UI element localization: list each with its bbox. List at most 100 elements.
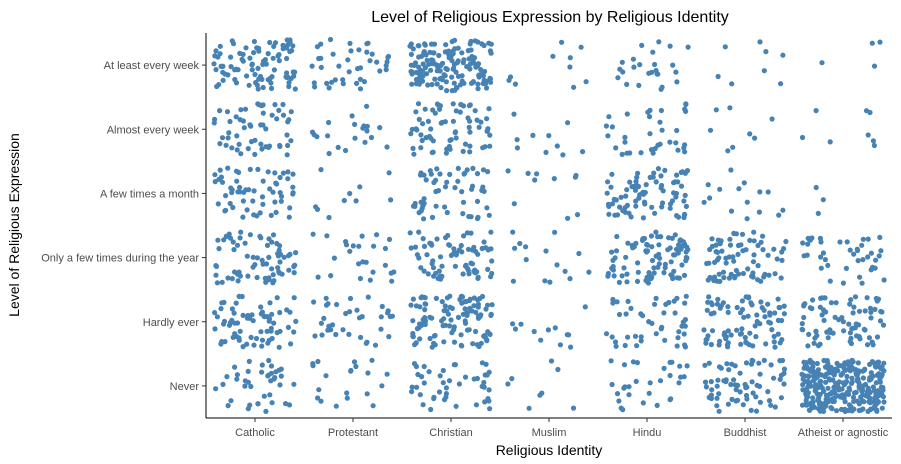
data-point	[449, 330, 455, 336]
data-point	[673, 194, 679, 200]
data-point	[284, 132, 290, 138]
data-point	[613, 197, 619, 203]
data-point	[409, 126, 415, 132]
data-point	[622, 134, 628, 140]
data-point	[633, 203, 639, 209]
data-point	[854, 398, 860, 404]
data-point	[473, 328, 479, 335]
data-point	[455, 314, 462, 320]
data-point	[708, 392, 715, 398]
data-point	[271, 43, 277, 50]
data-point	[827, 367, 833, 373]
data-point	[509, 321, 516, 327]
data-point	[750, 259, 757, 265]
data-point	[424, 57, 430, 64]
data-point	[632, 187, 639, 193]
data-point	[680, 243, 686, 249]
data-point	[620, 208, 626, 214]
data-point	[371, 243, 377, 249]
data-point	[437, 68, 443, 74]
data-point	[580, 149, 586, 155]
data-points	[211, 36, 887, 414]
data-point	[486, 106, 492, 112]
data-point	[315, 274, 321, 280]
data-point	[359, 233, 365, 239]
data-point	[636, 82, 642, 88]
data-point	[369, 357, 375, 363]
data-point	[750, 274, 756, 280]
data-point	[850, 394, 857, 400]
data-point	[750, 358, 756, 364]
data-point	[269, 400, 275, 406]
data-point	[267, 39, 273, 46]
data-point	[839, 386, 845, 392]
data-point	[738, 242, 744, 248]
data-point	[547, 279, 553, 285]
data-point	[438, 75, 444, 81]
data-point	[840, 380, 846, 386]
data-point	[677, 363, 683, 369]
data-point	[652, 61, 658, 68]
data-point	[828, 391, 834, 397]
data-point	[771, 339, 777, 345]
data-point	[217, 108, 223, 114]
data-point	[213, 48, 219, 54]
data-point	[357, 275, 363, 282]
data-point	[854, 247, 861, 254]
data-point	[465, 246, 472, 252]
data-point	[605, 179, 611, 185]
data-point	[245, 368, 251, 374]
data-point	[267, 392, 273, 398]
data-point	[708, 379, 714, 385]
data-point	[805, 390, 812, 396]
data-point	[468, 214, 474, 220]
data-point	[447, 293, 453, 299]
data-point	[603, 331, 610, 337]
data-point	[624, 81, 630, 87]
data-point	[640, 215, 647, 221]
data-point	[855, 258, 861, 264]
data-point	[801, 302, 807, 308]
data-point	[625, 334, 631, 340]
data-point	[831, 398, 837, 404]
data-point	[451, 80, 457, 86]
data-point	[880, 322, 887, 328]
data-point	[291, 329, 297, 335]
data-point	[247, 55, 253, 61]
data-point	[820, 408, 827, 414]
data-point	[422, 295, 428, 301]
data-point	[667, 359, 673, 365]
data-point	[672, 252, 678, 258]
data-point	[542, 278, 548, 284]
data-point	[753, 394, 759, 400]
data-point	[653, 229, 659, 235]
axes	[205, 33, 892, 419]
data-point	[573, 172, 579, 179]
data-point	[865, 236, 871, 242]
data-point	[431, 333, 437, 339]
data-point	[433, 295, 439, 301]
data-point	[467, 66, 473, 72]
data-point	[744, 384, 750, 390]
data-point	[487, 331, 493, 337]
data-point	[268, 212, 274, 218]
data-point	[468, 80, 475, 86]
data-point	[659, 84, 665, 90]
x-tick-label: Muslim	[532, 427, 567, 439]
data-point	[280, 170, 286, 176]
data-point	[487, 406, 493, 412]
data-point	[237, 117, 243, 123]
data-point	[868, 250, 875, 256]
data-point	[702, 362, 708, 368]
data-point	[878, 248, 884, 254]
data-point	[246, 358, 252, 364]
data-point	[229, 145, 235, 151]
data-point	[409, 389, 415, 395]
data-point	[347, 40, 353, 47]
data-point	[213, 386, 219, 392]
data-point	[433, 203, 439, 209]
data-point	[640, 400, 646, 406]
data-point	[274, 330, 280, 336]
data-point	[418, 295, 424, 301]
data-point	[731, 258, 737, 264]
